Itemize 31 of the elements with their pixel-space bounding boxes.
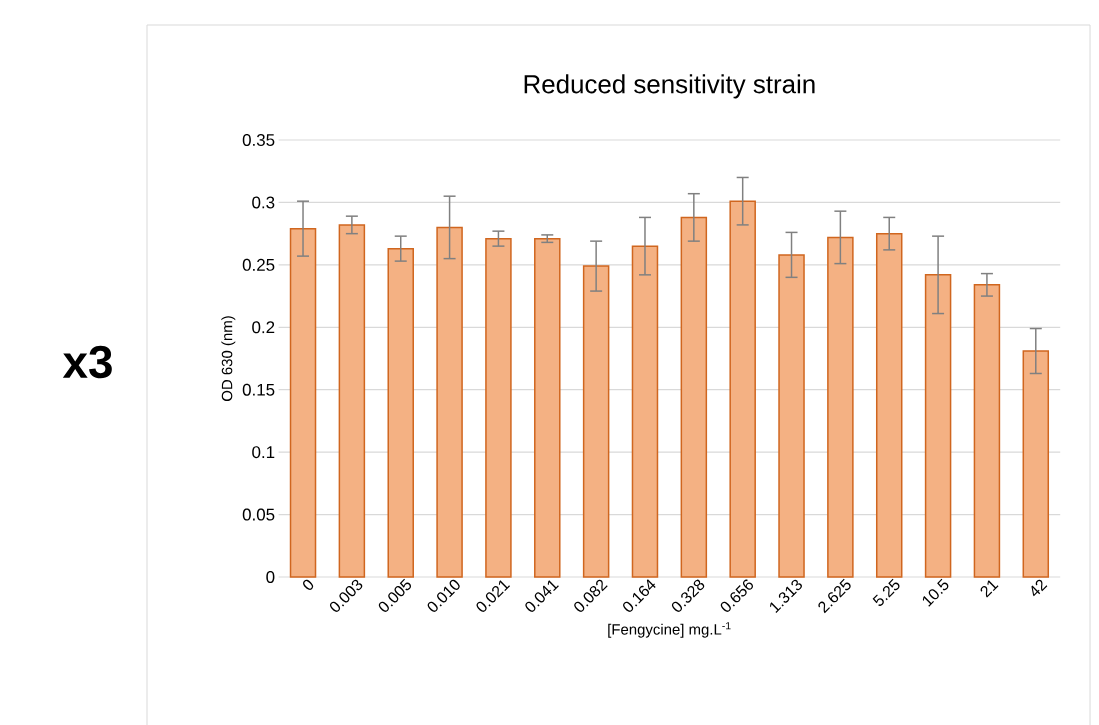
bar [729,200,756,578]
bar [289,227,317,578]
bar [1022,350,1050,578]
bar [582,265,610,578]
x-tick-label: 0 [303,579,314,590]
bar [827,236,854,578]
y-axis-title: OD 630 (nm) [221,316,236,401]
y-tick-label: 0.3 [252,196,275,209]
x-axis-title: [Fengycine] mg.L$^{-1}$ [608,622,731,638]
bar [924,274,952,578]
bar [485,237,512,578]
text: x3 [62,345,112,379]
bar [680,216,708,578]
bar [338,224,366,578]
bar [436,226,463,578]
y-tick-label: 0.1 [252,446,275,459]
bar [387,247,414,578]
x-tick-label: 42 [1031,579,1048,597]
x-tick-label: 21 [980,580,999,598]
x-tick-label: 5.25 [872,578,900,606]
y-tick-label: 0.35 [242,134,275,147]
y-tick-label: 0.15 [242,383,275,396]
y-tick-label: 0.2 [252,321,275,334]
y-tick-label: 0.05 [242,508,275,521]
bar [973,284,1001,578]
bar [778,254,805,578]
bar [875,232,903,578]
chart-title: Reduced sensitivity strain [524,74,815,99]
y-tick-label: 0.25 [242,258,275,271]
bar [534,237,561,578]
bar [631,245,659,578]
